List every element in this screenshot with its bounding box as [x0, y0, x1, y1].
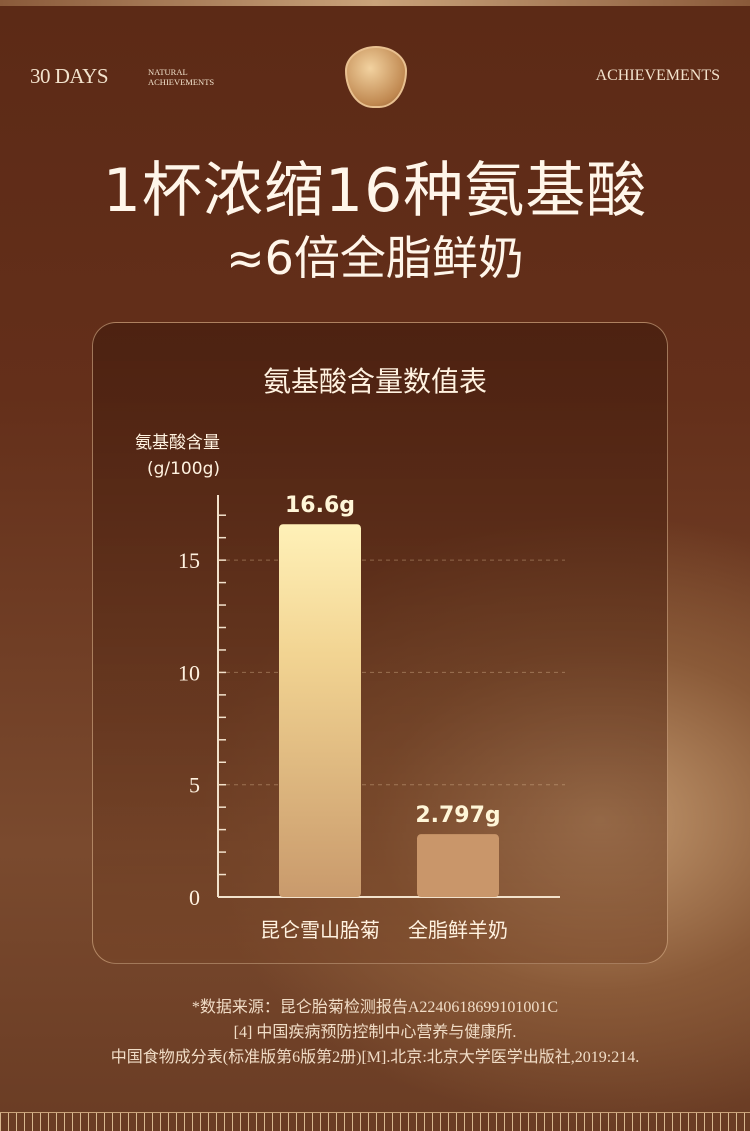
brand-sub-line: NATURAL [148, 67, 188, 77]
x-tick-label: 全脂鲜羊奶 [408, 918, 508, 942]
y-tick-label: 0 [189, 885, 200, 910]
brand-sub-line: ACHIEVEMENTS [148, 77, 215, 87]
ruler-decoration [0, 1112, 750, 1131]
footnote: [4] 中国疾病预防控制中心营养与健康所. [233, 1024, 517, 1041]
bar-2 [417, 834, 499, 897]
x-tick-label: 昆仑雪山胎菊 [260, 918, 380, 942]
chart-card [92, 322, 668, 964]
subheadline: ≈6倍全脂鲜奶 [226, 231, 524, 285]
brand-30-days: 30 DAYS [30, 64, 109, 88]
footnote: 中国食物成分表(标准版第6版第2册)[M].北京:北京大学医学出版社,2019:… [110, 1049, 640, 1066]
y-tick-label: 5 [189, 773, 200, 798]
y-tick-label: 10 [178, 660, 200, 685]
brand-achievements: ACHIEVEMENTS [595, 67, 720, 84]
footnote: *数据来源：昆仑胎菊检测报告A2240618699101001C [191, 999, 559, 1016]
bar-1 [279, 524, 361, 897]
data-label: 2.797g [415, 803, 500, 828]
y-tick-label: 15 [178, 548, 200, 573]
y-label-line: 氨基酸含量 [135, 433, 220, 453]
logo-icon [345, 46, 407, 108]
chart-title: 氨基酸含量数值表 [262, 365, 487, 398]
headline: 1杯浓缩16种氨基酸 [102, 156, 648, 226]
top-border [0, 0, 750, 6]
brand-subtitle: NATURAL ACHIEVEMENTS [148, 67, 214, 87]
data-label: 16.6g [285, 493, 355, 518]
y-label-line: (g/100g) [146, 459, 220, 479]
y-axis-label: 氨基酸含量 (g/100g) [120, 430, 220, 482]
footnotes: *数据来源：昆仑胎菊检测报告A2240618699101001C [4] 中国疾… [0, 995, 750, 1070]
